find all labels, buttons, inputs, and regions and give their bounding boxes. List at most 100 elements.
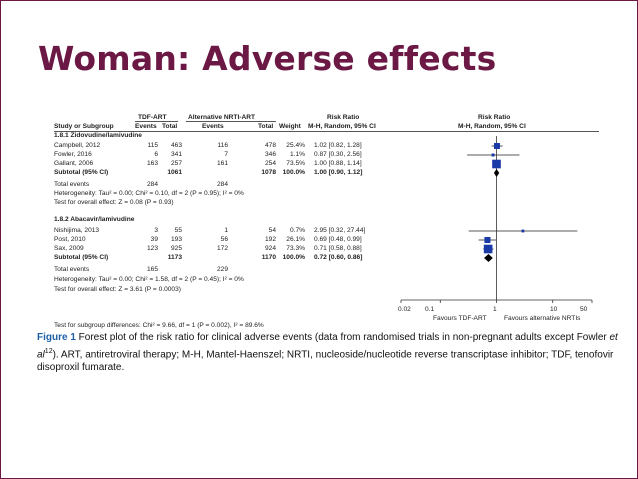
caption-label: Figure 1 xyxy=(37,332,76,343)
study-total1: 925 xyxy=(170,245,182,252)
header-group2: Alternative NRTI-ART xyxy=(188,114,256,121)
overall-effect-text: Test for overall effect: Z = 0.08 (P = 0… xyxy=(54,199,174,206)
axis-tick-label: 10 xyxy=(550,306,558,313)
subtotal-weight: 100.0% xyxy=(282,169,305,176)
study-weight: 73.3% xyxy=(286,245,305,252)
study-events1: 115 xyxy=(147,142,158,149)
point-estimate-marker xyxy=(484,236,491,244)
study-events2: 1 xyxy=(224,227,228,234)
study-total2: 54 xyxy=(268,227,276,234)
axis-tick-label: 1 xyxy=(493,306,497,313)
study-total2: 924 xyxy=(264,245,276,252)
favours-left-label: Favours TDF-ART xyxy=(433,315,487,322)
header-underline-2 xyxy=(186,121,276,122)
figure-caption: Figure 1 Forest plot of the risk ratio f… xyxy=(37,331,632,375)
favours-right-label: Favours alternative NRTIs xyxy=(504,315,581,322)
study-ci: 1.02 [0.82, 1.28] xyxy=(314,142,362,149)
heterogeneity-text: Heterogeneity: Tau² = 0.00; Chi² = 1.58,… xyxy=(54,276,244,283)
axis-tick-label: 50 xyxy=(580,306,588,313)
subtotal-total2: 1170 xyxy=(261,254,276,261)
subtotal-ci: 1.00 [0.90, 1.12] xyxy=(314,169,363,176)
header-risk-ratio-plot: Risk Ratio xyxy=(478,114,511,121)
subtotal-label: Subtotal (95% CI) xyxy=(54,254,109,261)
header-total1: Total xyxy=(162,123,178,130)
subgroup-differences-text: Test for subgroup differences: Chi² = 9.… xyxy=(54,322,264,329)
study-weight: 26.1% xyxy=(286,236,305,243)
point-estimate-marker xyxy=(491,153,495,157)
header-rule xyxy=(54,131,599,132)
subtotal-total2: 1078 xyxy=(261,169,276,176)
study-events1: 123 xyxy=(146,245,158,252)
point-estimate-marker xyxy=(493,143,500,149)
study-ci: 0.87 [0.30, 2.56] xyxy=(314,151,362,158)
subtotal-ci: 0.72 [0.60, 0.86] xyxy=(314,254,363,261)
study-ci: 0.71 [0.58, 0.88] xyxy=(314,245,362,252)
study-total2: 254 xyxy=(264,160,276,167)
header-total2: Total xyxy=(258,123,274,130)
header-method-plot: M-H, Random, 95% CI xyxy=(458,123,526,130)
study-name: Post, 2010 xyxy=(54,236,86,243)
study-events1: 3 xyxy=(154,227,158,234)
total-events-label: Total events xyxy=(54,266,90,273)
study-events2: 7 xyxy=(224,151,228,158)
study-total1: 193 xyxy=(170,236,182,243)
point-estimate-marker xyxy=(521,229,525,233)
study-events2: 116 xyxy=(217,142,228,149)
heterogeneity-text: Heterogeneity: Tau² = 0.00; Chi² = 0.10,… xyxy=(54,190,244,197)
study-name: Gallant, 2006 xyxy=(54,160,94,167)
overall-effect-text: Test for overall effect: Z = 3.61 (P = 0… xyxy=(54,286,181,293)
study-name: Nishijima, 2013 xyxy=(54,227,100,234)
header-study: Study or Subgroup xyxy=(54,123,114,130)
header-group1: TDF-ART xyxy=(138,114,167,121)
slide-title: Woman: Adverse effects xyxy=(38,39,497,78)
header-underline-1 xyxy=(135,121,178,122)
study-ci: 1.00 [0.88, 1.14] xyxy=(314,160,362,167)
study-total1: 257 xyxy=(170,160,182,167)
total-events2: 229 xyxy=(216,266,228,273)
study-events2: 161 xyxy=(216,160,228,167)
study-events1: 163 xyxy=(146,160,158,167)
study-total1: 55 xyxy=(174,227,182,234)
subgroup-title: 1.8.2 Abacavir/lamivudine xyxy=(54,216,135,223)
axis-tick-label: 0.02 xyxy=(398,306,411,313)
study-total2: 192 xyxy=(264,236,276,243)
study-events2: 56 xyxy=(220,236,228,243)
study-weight: 25.4% xyxy=(286,142,305,149)
subtotal-label: Subtotal (95% CI) xyxy=(54,169,109,176)
study-total2: 346 xyxy=(264,151,276,158)
caption-reference: 12 xyxy=(44,347,53,355)
study-total2: 478 xyxy=(264,142,276,149)
study-weight: 0.7% xyxy=(289,227,305,234)
total-events1: 284 xyxy=(146,181,158,188)
study-name: Campbell, 2012 xyxy=(54,142,101,149)
header-weight: Weight xyxy=(279,123,301,130)
axis-tick-label: 0.1 xyxy=(425,306,435,313)
study-events1: 6 xyxy=(154,151,158,158)
study-total1: 341 xyxy=(170,151,182,158)
study-total1: 463 xyxy=(170,142,182,149)
study-name: Fowler, 2016 xyxy=(54,151,92,158)
subgroup-title: 1.8.1 Zidovudine/lamivudine xyxy=(54,132,142,139)
total-events-label: Total events xyxy=(54,181,90,188)
study-ci: 0.69 [0.48, 0.99] xyxy=(314,236,362,243)
caption-text-2: ). ART, antiretroviral therapy; M-H, Man… xyxy=(37,348,614,374)
header-risk-ratio: Risk Ratio xyxy=(327,114,360,121)
study-name: Sax, 2009 xyxy=(54,245,84,252)
header-events2: Events xyxy=(202,123,224,130)
header-events1: Events xyxy=(135,123,157,130)
point-estimate-marker xyxy=(483,244,493,254)
study-weight: 1.1% xyxy=(289,151,305,158)
study-weight: 73.5% xyxy=(286,160,305,167)
study-ci: 2.95 [0.32, 27.44] xyxy=(314,227,366,234)
caption-text-1: Forest plot of the risk ratio for clinic… xyxy=(75,332,610,343)
header-method: M-H, Random, 95% CI xyxy=(308,123,376,130)
subtotal-weight: 100.0% xyxy=(282,254,305,261)
total-events1: 165 xyxy=(146,266,158,273)
summary-diamond xyxy=(484,254,493,262)
caption-etal: et al xyxy=(37,332,618,360)
study-events1: 39 xyxy=(150,236,158,243)
subtotal-total1: 1061 xyxy=(167,169,182,176)
